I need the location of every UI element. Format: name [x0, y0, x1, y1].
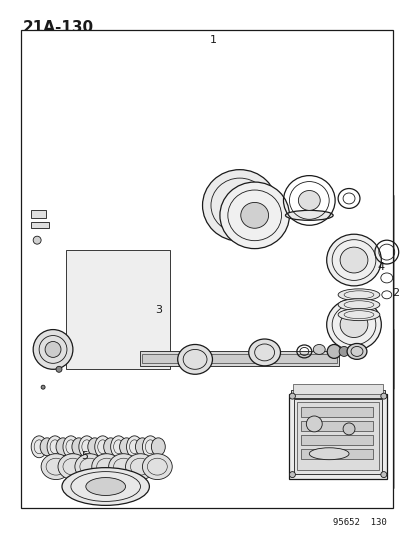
Ellipse shape: [41, 454, 71, 480]
Ellipse shape: [313, 344, 325, 354]
Circle shape: [380, 393, 386, 399]
Bar: [66, 250, 170, 369]
Bar: [31, 222, 49, 228]
Bar: [301, 435, 372, 445]
Circle shape: [338, 346, 348, 357]
Text: 5: 5: [81, 451, 88, 461]
Circle shape: [56, 366, 62, 372]
Polygon shape: [33, 200, 199, 399]
Polygon shape: [175, 161, 393, 389]
Circle shape: [342, 423, 354, 435]
Circle shape: [41, 385, 45, 389]
Ellipse shape: [119, 438, 133, 456]
Ellipse shape: [135, 438, 149, 456]
Bar: [142, 354, 336, 364]
Ellipse shape: [337, 299, 379, 311]
Ellipse shape: [248, 339, 280, 366]
Bar: [301, 407, 372, 417]
Ellipse shape: [240, 203, 268, 228]
Text: 3: 3: [154, 305, 161, 314]
Polygon shape: [29, 185, 43, 203]
Circle shape: [326, 344, 340, 358]
Ellipse shape: [126, 436, 142, 458]
Ellipse shape: [78, 436, 95, 458]
Circle shape: [33, 329, 73, 369]
Bar: [291, 390, 384, 398]
Text: 1: 1: [209, 35, 216, 45]
Ellipse shape: [75, 454, 104, 480]
Ellipse shape: [103, 438, 117, 456]
Circle shape: [33, 236, 41, 244]
Bar: [297, 402, 378, 470]
Ellipse shape: [142, 436, 158, 458]
Bar: [294, 399, 381, 474]
Text: 21A-130: 21A-130: [23, 20, 94, 35]
Polygon shape: [33, 171, 229, 205]
Ellipse shape: [337, 309, 379, 321]
Ellipse shape: [62, 467, 149, 505]
Ellipse shape: [326, 299, 380, 350]
Bar: [140, 351, 338, 366]
Ellipse shape: [47, 436, 63, 458]
Ellipse shape: [31, 436, 47, 458]
Ellipse shape: [63, 436, 78, 458]
Ellipse shape: [339, 247, 367, 273]
Ellipse shape: [95, 436, 110, 458]
Ellipse shape: [309, 448, 348, 459]
Ellipse shape: [346, 343, 366, 359]
Bar: [289, 394, 386, 479]
Ellipse shape: [88, 438, 102, 456]
Circle shape: [306, 416, 321, 432]
Ellipse shape: [326, 234, 380, 286]
Ellipse shape: [177, 344, 212, 374]
Ellipse shape: [142, 454, 172, 480]
Ellipse shape: [339, 312, 367, 337]
Text: 4: 4: [377, 262, 384, 272]
Ellipse shape: [72, 438, 85, 456]
Bar: [301, 449, 372, 459]
Ellipse shape: [285, 211, 332, 220]
Ellipse shape: [58, 454, 88, 480]
Circle shape: [45, 342, 61, 358]
Ellipse shape: [85, 478, 125, 496]
Circle shape: [380, 472, 386, 478]
Polygon shape: [185, 171, 229, 379]
Bar: [293, 384, 382, 394]
Ellipse shape: [151, 438, 165, 456]
Ellipse shape: [56, 438, 70, 456]
Ellipse shape: [108, 454, 138, 480]
Ellipse shape: [219, 182, 289, 248]
Ellipse shape: [40, 438, 54, 456]
Ellipse shape: [202, 169, 276, 241]
Ellipse shape: [298, 190, 320, 211]
Text: 2: 2: [391, 288, 398, 298]
Ellipse shape: [92, 454, 121, 480]
Circle shape: [289, 472, 295, 478]
Bar: [301, 421, 372, 431]
Ellipse shape: [227, 193, 252, 217]
Ellipse shape: [125, 454, 155, 480]
Text: 95652  130: 95652 130: [332, 518, 386, 527]
Polygon shape: [33, 329, 393, 489]
Ellipse shape: [337, 289, 379, 301]
Bar: [31, 211, 46, 219]
Circle shape: [289, 393, 295, 399]
Ellipse shape: [110, 436, 126, 458]
